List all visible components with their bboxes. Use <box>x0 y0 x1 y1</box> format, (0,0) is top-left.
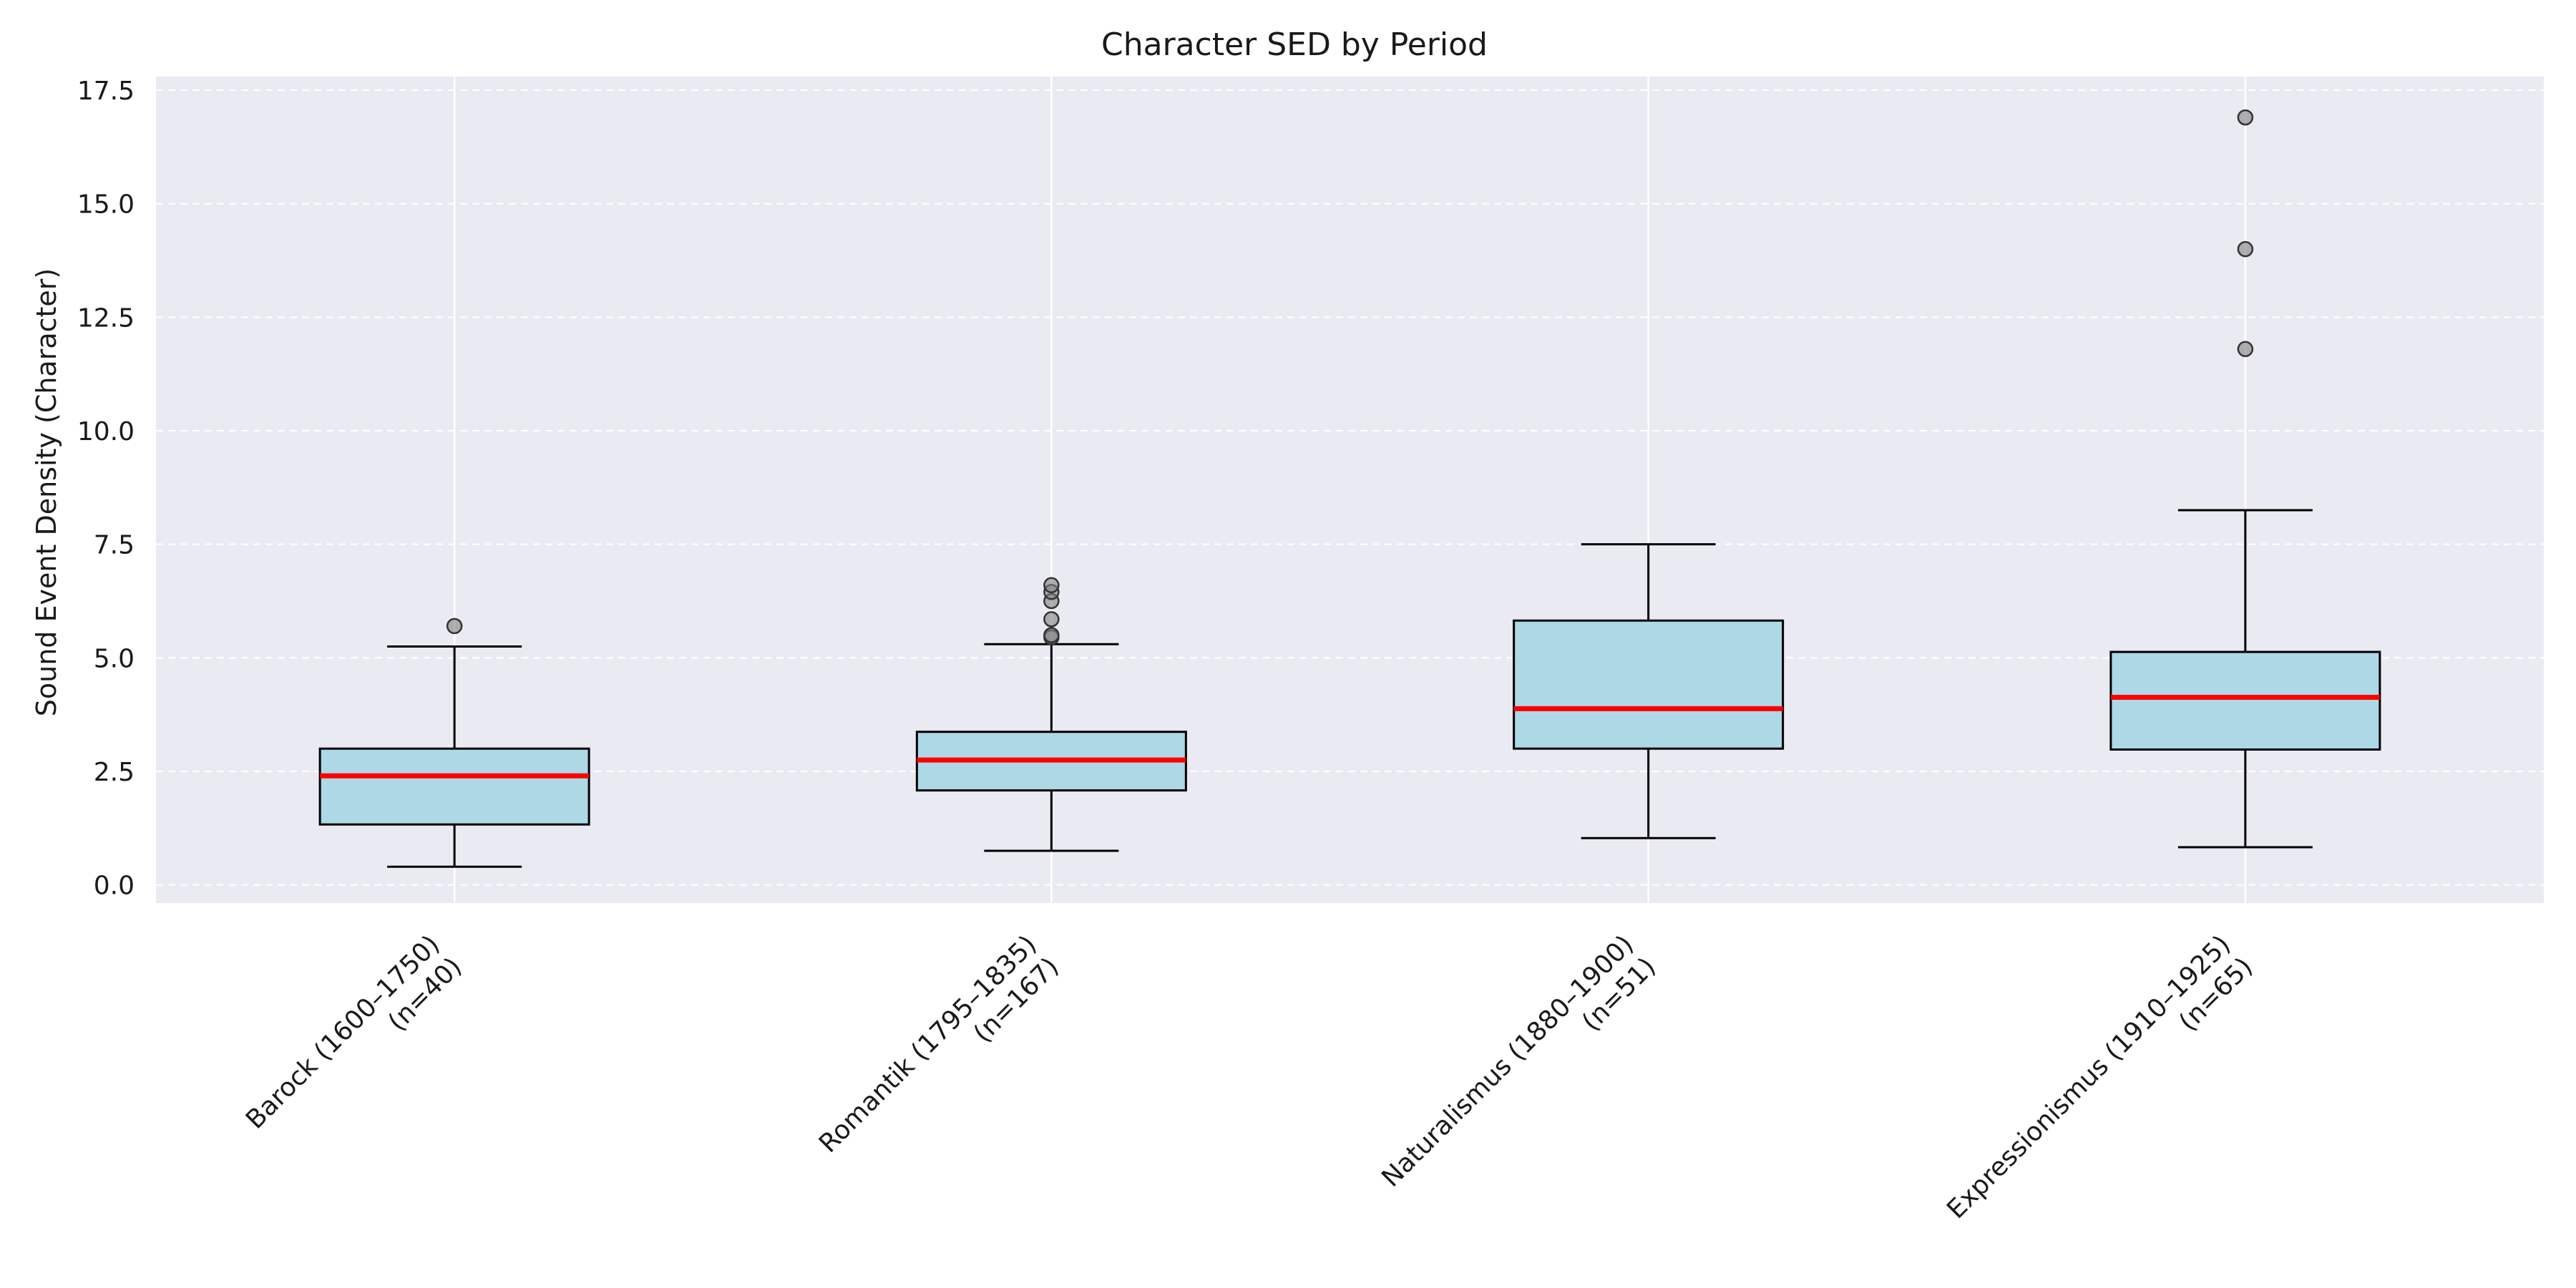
x-tick-label-group: Expressionismus (1910–1925)(n=65) <box>1941 930 2258 1224</box>
x-tick-labels: Barock (1600–1750)(n=40) Romantik (1795–1… <box>240 930 2258 1224</box>
x-tick-label-line1: Romantik (1795–1835) <box>814 930 1043 1158</box>
y-tick-label: 17.5 <box>77 77 135 106</box>
outlier-point <box>1043 577 1060 594</box>
box-group <box>1513 543 1785 839</box>
outlier-point <box>2237 109 2254 126</box>
y-tick-labels: 0.0 2.5 5.0 7.5 10.0 12.5 15.0 17.5 <box>77 77 135 901</box>
y-tick-label: 10.0 <box>77 417 135 447</box>
iqr-box <box>1513 619 1785 750</box>
outlier-point <box>1043 627 1060 643</box>
box-group <box>318 618 590 868</box>
y-tick-label: 12.5 <box>77 303 135 333</box>
y-tick-label: 5.0 <box>94 644 135 673</box>
outlier-point <box>446 618 463 635</box>
x-tick-label-line1: Barock (1600–1750) <box>240 930 446 1135</box>
x-tick-label-line1: Naturalismus (1880–1900) <box>1376 930 1639 1193</box>
x-tick-label-group: Romantik (1795–1835)(n=167) <box>814 930 1065 1158</box>
y-tick-label: 15.0 <box>77 190 135 220</box>
box-group <box>915 577 1187 852</box>
box-group <box>2109 109 2381 849</box>
y-tick-label: 0.0 <box>94 872 135 901</box>
y-tick-label: 7.5 <box>94 531 135 560</box>
y-tick-label: 2.5 <box>94 758 135 787</box>
box-layer <box>318 109 2381 868</box>
outlier-point <box>2237 341 2254 358</box>
iqr-box <box>2109 650 2381 751</box>
iqr-box <box>318 747 590 826</box>
outlier-point <box>1043 611 1060 628</box>
x-tick-label-group: Naturalismus (1880–1900)(n=51) <box>1376 930 1662 1193</box>
x-tick-label-group: Barock (1600–1750)(n=40) <box>240 930 468 1135</box>
y-axis-label: Sound Event Density (Character) <box>31 268 62 716</box>
outlier-point <box>2237 240 2254 258</box>
chart-title: Character SED by Period <box>1101 26 1488 63</box>
x-tick-label-line1: Expressionismus (1910–1925) <box>1941 930 2236 1224</box>
